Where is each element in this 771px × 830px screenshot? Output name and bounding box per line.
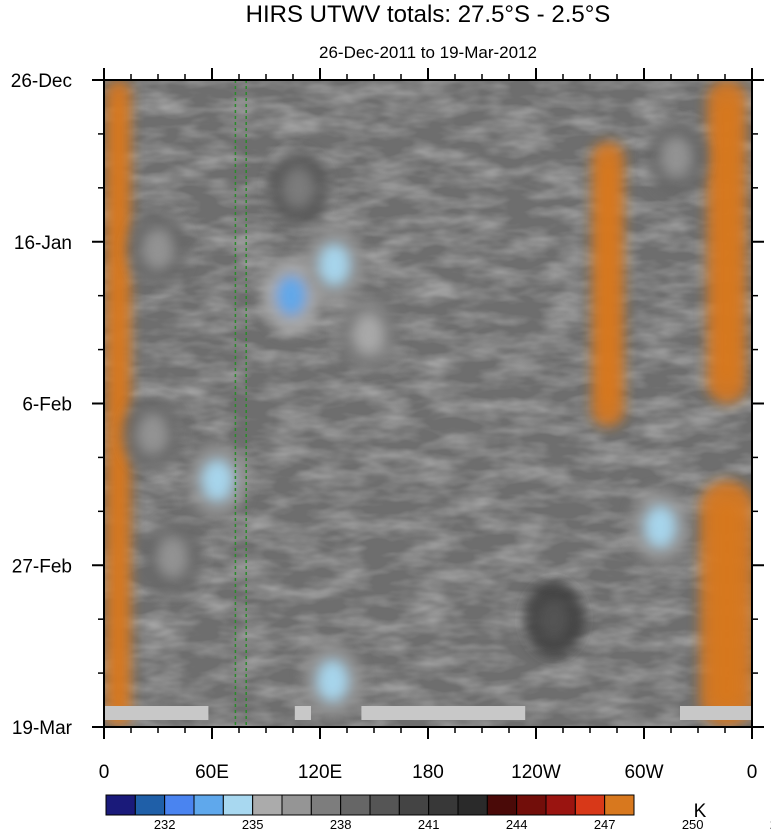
colorbar-swatch xyxy=(134,794,166,816)
missing-data-bars xyxy=(104,706,752,720)
warm-bands xyxy=(105,80,752,727)
colorbar: 232235238241244247250253256 xyxy=(105,794,771,830)
x-tick-label: 60E xyxy=(195,762,229,783)
x-tick-label: 0 xyxy=(747,762,758,783)
x-tick-label: 120W xyxy=(511,762,561,783)
missing-data-bar xyxy=(104,706,209,720)
moist-patch-core xyxy=(661,137,692,178)
colorbar-label: 247 xyxy=(594,817,616,830)
colorbar-label: 244 xyxy=(506,817,528,830)
colorbar-swatch xyxy=(193,794,224,816)
colorbar-swatch xyxy=(574,794,606,816)
moist-patch-core xyxy=(317,660,348,701)
colorbar-swatch xyxy=(281,794,312,816)
y-tick-label: 26-Dec xyxy=(11,71,72,92)
y-axis: 26-Dec 16-Jan 6-Feb 27-Feb 19-Mar xyxy=(11,71,764,739)
colorbar-label: 235 xyxy=(242,817,264,830)
colorbar-swatch xyxy=(369,794,400,816)
warm-band-core xyxy=(112,100,125,707)
colorbar-swatch xyxy=(222,794,254,816)
moist-patch-core xyxy=(353,314,384,355)
moist-patch-core xyxy=(276,275,307,316)
colorbar-label: 253 xyxy=(770,817,771,830)
colorbar-swatch xyxy=(428,794,459,816)
moist-patches xyxy=(122,119,707,719)
colorbar-swatch xyxy=(340,794,371,816)
chart-subtitle: 26-Dec-2011 to 19-Mar-2012 xyxy=(319,43,537,62)
colorbar-swatch xyxy=(310,794,342,816)
missing-data-bar xyxy=(294,706,311,720)
colorbar-swatch xyxy=(252,794,283,816)
plot-area xyxy=(104,80,752,727)
colorbar-label: 238 xyxy=(330,817,352,830)
moist-patch-core xyxy=(539,599,569,640)
colorbar-swatch xyxy=(604,794,635,816)
field-texture xyxy=(104,80,752,727)
colorbar-swatch xyxy=(486,794,518,816)
x-tick-label: 120E xyxy=(298,762,342,783)
colorbar-label: 232 xyxy=(154,817,176,830)
colorbar-swatch xyxy=(457,794,488,816)
colorbar-label: 250 xyxy=(682,817,704,830)
colorbar-unit: K xyxy=(694,801,707,822)
missing-data-bar xyxy=(680,706,752,720)
x-tick-label: 60W xyxy=(624,762,663,783)
moist-patch-core xyxy=(143,229,173,270)
y-tick-label: 19-Mar xyxy=(12,718,73,739)
colorbar-label: 241 xyxy=(418,817,440,830)
missing-data-bar xyxy=(361,706,526,720)
colorbar-swatch xyxy=(164,794,195,816)
y-tick-label: 6-Feb xyxy=(22,395,72,416)
moist-patch-core xyxy=(202,460,233,501)
moist-patch-core xyxy=(283,167,314,208)
colorbar-swatch xyxy=(105,794,136,816)
y-tick-label: 27-Feb xyxy=(12,556,72,577)
warm-band-core xyxy=(713,500,741,707)
warm-band-core xyxy=(599,161,617,407)
colorbar-swatch xyxy=(398,794,430,816)
x-tick-label: 180 xyxy=(412,762,444,783)
moist-patch-core xyxy=(319,244,350,285)
y-tick-label: 16-Jan xyxy=(14,233,72,254)
colorbar-swatch xyxy=(516,794,547,816)
x-axis: 0 60E 120E 180 120W 60W 0 xyxy=(99,68,758,783)
colorbar-swatch xyxy=(545,794,576,816)
moist-patch-core xyxy=(157,537,188,578)
x-tick-label: 0 xyxy=(99,762,110,783)
moist-patch-core xyxy=(645,506,676,547)
warm-band-core xyxy=(716,100,737,384)
moist-patch-core xyxy=(137,414,168,455)
chart-title: HIRS UTWV totals: 27.5°S - 2.5°S xyxy=(246,1,611,28)
